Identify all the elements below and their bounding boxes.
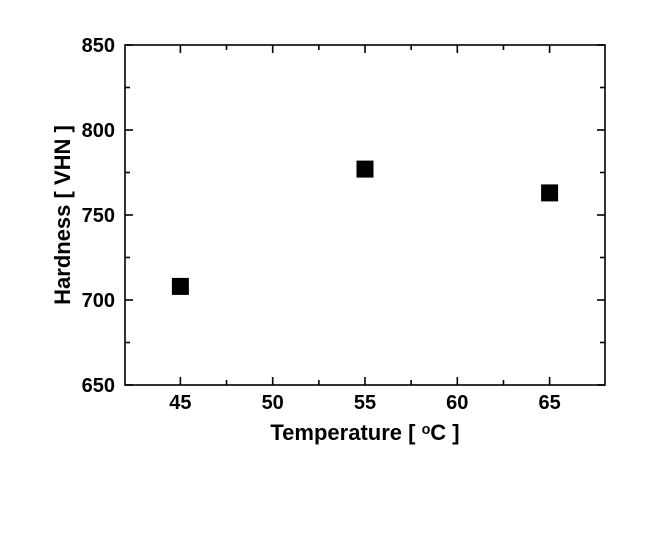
y-tick-label: 800 [82,120,115,142]
data-marker [172,278,189,295]
x-tick-label: 55 [354,392,376,414]
y-tick-label: 700 [82,290,115,312]
x-tick-label: 50 [262,392,284,414]
data-marker [357,161,374,178]
y-tick-label: 650 [82,375,115,397]
x-tick-label: 60 [446,392,468,414]
chart-svg: 45 50 55 60 65 650 700 750 800 850 Temperature [ o… [50,30,610,470]
y-tick-label: 750 [82,205,115,227]
x-tick-label: 45 [169,392,191,414]
x-axis-label: Temperature [ oC ] [270,420,459,445]
plot-area [125,45,605,385]
hardness-vs-temperature-chart: 45 50 55 60 65 650 700 750 800 850 Temperature [ o… [50,30,610,470]
y-tick-label: 850 [82,35,115,57]
x-tick-label: 65 [538,392,560,414]
data-marker [541,184,558,201]
y-axis-label: Hardness [ VHN ] [50,125,75,305]
